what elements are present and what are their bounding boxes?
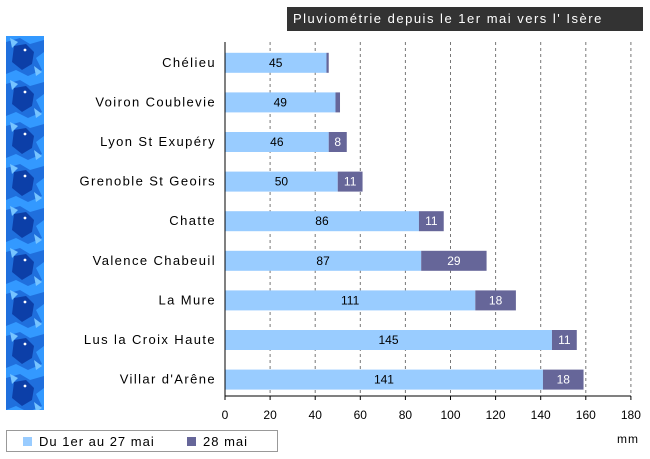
bar-segment-series-1: [225, 171, 338, 192]
unit-label: mm: [617, 432, 639, 446]
data-label: 18: [557, 373, 571, 387]
legend-entry-series-1: Du 1er au 27 mai: [23, 434, 155, 449]
bar-segment-series-2: [551, 330, 577, 350]
legend-swatch-series-1: [23, 437, 32, 446]
bar-segment-series-2: [326, 52, 329, 73]
data-label: 145: [378, 333, 398, 347]
data-label: 11: [425, 214, 438, 228]
data-label: 46: [270, 135, 284, 149]
bar-segment-series-1: [225, 132, 329, 152]
bar-segment-series-1: [225, 92, 336, 113]
bars: 45 49 46 8 50 11 86 11 87 29 111 18 145 11 141 18: [225, 52, 584, 390]
legend-label-series-1: Du 1er au 27 mai: [39, 434, 155, 449]
x-tick-label: 60: [354, 408, 368, 422]
bar-segment-series-2: [337, 171, 363, 192]
data-label: 29: [447, 254, 461, 268]
x-tick-label: 0: [222, 408, 229, 422]
legend-label-series-2: 28 mai: [203, 434, 249, 449]
legend-swatch-series-2: [187, 437, 196, 446]
bar-segment-series-1: [225, 369, 543, 390]
category-label: Chatte: [169, 213, 216, 228]
chart-title: Pluviométrie depuis le 1er mai vers l' I…: [287, 7, 643, 31]
x-tick-label: 40: [309, 408, 323, 422]
x-tick-label: 80: [399, 408, 413, 422]
bar-segment-series-1: [225, 330, 552, 350]
data-label: 87: [316, 254, 330, 268]
data-label: 49: [274, 95, 288, 109]
category-labels: Chélieu Voiron Coublevie Lyon St Exupéry Gr…: [80, 55, 217, 387]
category-label: Voiron Coublevie: [95, 94, 216, 109]
data-label: 86: [315, 214, 329, 228]
legend-entry-series-2: 28 mai: [187, 434, 248, 449]
x-tick-label: 160: [576, 408, 596, 422]
x-tick-label: 100: [440, 408, 460, 422]
bar-segment-series-1: [225, 52, 327, 73]
data-label: 18: [489, 293, 503, 307]
bar-segment-series-1: [225, 250, 422, 271]
bar-segment-series-1: [225, 290, 476, 311]
x-tick-label: 20: [263, 408, 277, 422]
data-label: 8: [334, 135, 341, 149]
x-tick-label: 140: [531, 408, 551, 422]
x-axis-ticks: 0 20 40 60 80 100 120 140 160 180: [222, 396, 641, 422]
bar-segment-series-1: [225, 211, 419, 232]
x-tick-label: 120: [486, 408, 506, 422]
data-label: 45: [269, 56, 283, 70]
data-label: 141: [374, 373, 394, 387]
category-label: Lyon St Exupéry: [100, 134, 216, 149]
map-thumbnail-strip: [6, 36, 44, 410]
data-label: 50: [275, 175, 289, 189]
category-label: Valence Chabeuil: [93, 253, 216, 268]
bar-segment-series-2: [542, 369, 584, 390]
category-label: La Mure: [159, 292, 217, 307]
bar-segment-series-2: [335, 92, 341, 113]
category-label: Villar d'Arêne: [120, 372, 216, 387]
category-label: Chélieu: [162, 55, 216, 70]
category-label: Grenoble St Geoirs: [80, 174, 216, 189]
category-label: Lus la Croix Haute: [84, 332, 216, 347]
bar-segment-series-2: [328, 132, 347, 152]
x-tick-label: 180: [621, 408, 641, 422]
bar-segment-series-2: [421, 250, 487, 271]
data-label: 111: [341, 293, 360, 307]
legend: Du 1er au 27 mai 28 mai: [6, 430, 278, 452]
bar-segment-series-2: [418, 211, 444, 232]
data-label: 11: [558, 333, 571, 347]
bar-segment-series-2: [475, 290, 516, 311]
data-label: 11: [344, 175, 357, 189]
